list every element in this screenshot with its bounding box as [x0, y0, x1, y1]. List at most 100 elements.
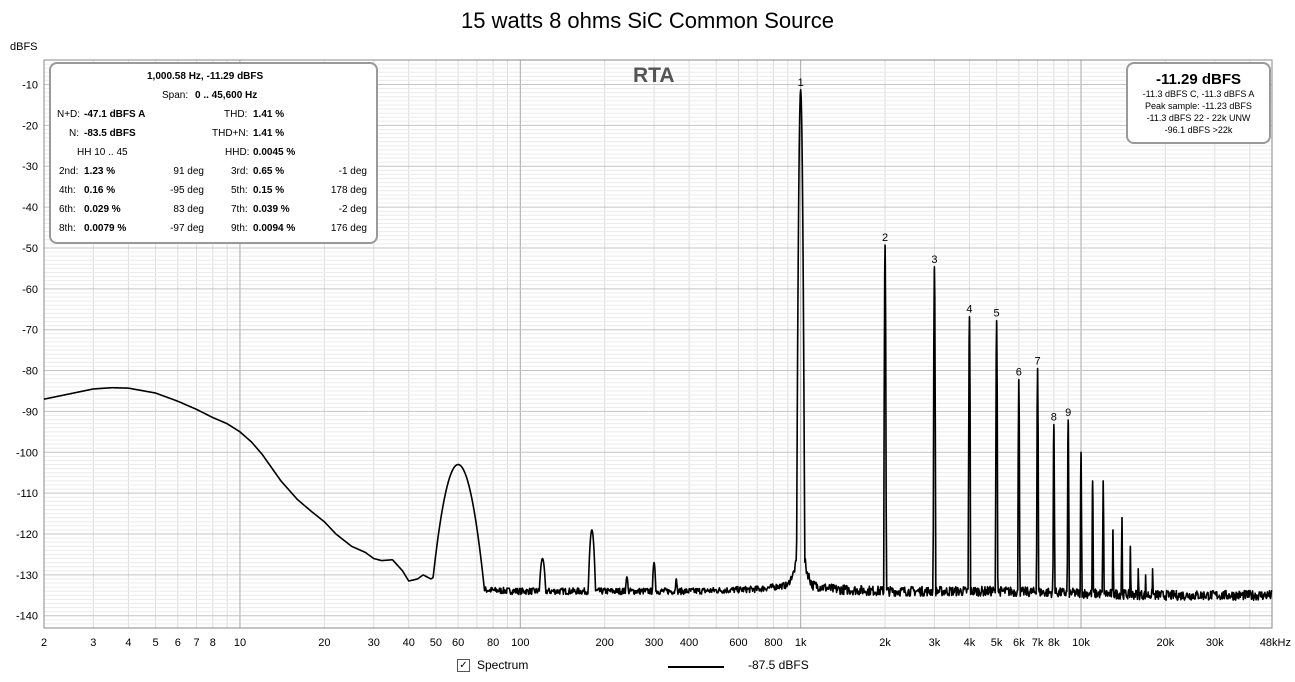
harmonic-value-a: 0.0079 % [84, 223, 127, 234]
harmonic-row: 6th: 0.029 % 83 deg 7th: 0.039 % -2 deg [51, 204, 376, 223]
x-tick-label: 400 [680, 637, 698, 649]
n-label: N: [69, 128, 79, 139]
x-tick-label: 5 [153, 637, 159, 649]
harmonic-label-b: 9th: [231, 223, 248, 234]
harmonic-label: 2 [882, 232, 888, 244]
level-weighted: -11.3 dBFS C, -11.3 dBFS A [1142, 89, 1255, 99]
harmonic-value-a: 0.16 % [84, 185, 116, 196]
y-tick-labels: -10 -20 -30 -40 -50 -60 -70 -80 -90 -100 -110 -120 -… [16, 80, 38, 623]
y-tick-label: -60 [22, 284, 38, 296]
level-unweighted: -11.3 dBFS 22 - 22k UNW [1146, 113, 1251, 123]
level-readout-panel: -11.29 dBFS -11.3 dBFS C, -11.3 dBFS A P… [1126, 62, 1271, 144]
plot-frame [43, 59, 1273, 629]
harmonic-row: 4th: 0.16 % -95 deg 5th: 0.15 % 178 deg [51, 185, 376, 204]
legend-series-label: Spectrum [477, 658, 529, 672]
nd-label: N+D: [57, 109, 81, 120]
level-main-value: -11.29 dBFS [1155, 71, 1242, 88]
x-tick-label: 8k [1048, 637, 1060, 649]
y-tick-label: -40 [22, 202, 38, 214]
x-tick-label: 100 [511, 637, 529, 649]
x-tick-label: 8 [210, 637, 216, 649]
hhd-value: 0.0045 % [253, 147, 296, 158]
harmonic-label-a: 4th: [59, 185, 76, 196]
y-tick-label: -50 [22, 243, 38, 255]
y-tick-label: -20 [22, 120, 38, 132]
x-tick-label: 48kHz [1260, 637, 1291, 649]
x-tick-label: 20 [318, 637, 330, 649]
y-tick-label: -10 [22, 80, 38, 92]
thd-value: 1.41 % [253, 109, 285, 120]
x-tick-label: 800 [764, 637, 782, 649]
x-tick-label: 200 [596, 637, 614, 649]
hhd-label: HHD: [225, 147, 250, 158]
x-tick-label: 7k [1032, 637, 1044, 649]
x-tick-label: 30 [368, 637, 380, 649]
x-tick-label: 4 [125, 637, 131, 649]
harmonic-phase-b: -1 deg [338, 166, 367, 177]
harmonic-phase-b: -2 deg [338, 204, 367, 215]
y-tick-label: -120 [16, 529, 38, 541]
harmonic-value-b: 0.039 % [253, 204, 290, 215]
harmonic-phase-a: 91 deg [173, 166, 204, 177]
n-value: -83.5 dBFS [84, 128, 136, 139]
overlay-title: RTA [633, 64, 675, 87]
x-tick-label: 3k [929, 637, 941, 649]
hh-label: HH 10 .. 45 [77, 147, 128, 158]
x-tick-label: 5k [991, 637, 1003, 649]
x-tick-label: 600 [729, 637, 747, 649]
x-tick-label: 7 [193, 637, 199, 649]
spectrum-visibility-checkbox[interactable]: ✓ [457, 659, 470, 672]
harmonic-label-b: 7th: [231, 204, 248, 215]
x-tick-label: 3 [90, 637, 96, 649]
y-tick-label: -140 [16, 611, 38, 623]
spectrum-series-line [43, 88, 1273, 602]
harmonic-label-b: 5th: [231, 185, 248, 196]
harmonic-label: 7 [1035, 356, 1041, 368]
x-tick-label: 60 [452, 637, 464, 649]
x-tick-label: 2 [41, 637, 47, 649]
y-axis-label: dBFS [10, 41, 38, 53]
x-tick-label: 300 [645, 637, 663, 649]
thdn-value: 1.41 % [253, 128, 285, 139]
harmonic-phase-b: 178 deg [330, 185, 367, 196]
thd-label: THD: [224, 109, 248, 120]
x-tick-label: 50 [430, 637, 442, 649]
harmonic-row: 8th: 0.0079 % -97 deg 9th: 0.0094 % 176 deg [51, 223, 376, 242]
major-grid [44, 60, 1272, 628]
x-tick-labels: 2 3 4 5 6 7 8 10 20 30 40 50 60 80 100 200 300 400 600 800 1… [41, 637, 1291, 649]
harmonic-phase-a: -95 deg [170, 185, 204, 196]
harmonic-label: 6 [1016, 367, 1022, 379]
harmonic-label: 5 [994, 308, 1000, 320]
harmonic-value-b: 0.15 % [253, 185, 285, 196]
y-tick-label: -80 [22, 366, 38, 378]
y-tick-label: -130 [16, 570, 38, 582]
y-tick-label: -30 [22, 161, 38, 173]
thdn-label: THD+N: [212, 128, 249, 139]
harmonic-phase-a: -97 deg [170, 223, 204, 234]
x-tick-label: 1k [795, 637, 807, 649]
x-tick-label: 10 [234, 637, 246, 649]
y-tick-label: -70 [22, 325, 38, 337]
harmonic-row: 2nd: 1.23 % 91 deg 3rd: 0.65 % -1 deg [51, 166, 376, 185]
x-tick-label: 10k [1072, 637, 1090, 649]
x-tick-label: 20k [1157, 637, 1175, 649]
y-tick-label: -110 [17, 488, 38, 500]
harmonic-label: 9 [1065, 407, 1071, 419]
x-tick-label: 4k [964, 637, 976, 649]
legend-cursor-value: -87.5 dBFS [748, 658, 809, 672]
harmonic-value-b: 0.0094 % [253, 223, 296, 234]
span-value: 0 .. 45,600 Hz [195, 90, 258, 101]
x-tick-label: 40 [403, 637, 415, 649]
harmonic-label: 3 [931, 254, 937, 266]
level-peak-sample: Peak sample: -11.23 dBFS [1145, 101, 1252, 111]
harmonic-label-b: 3rd: [231, 166, 249, 177]
harmonic-label: 1 [798, 77, 804, 89]
level-above-22k: -96.1 dBFS >22k [1164, 125, 1233, 135]
x-tick-label: 6 [175, 637, 181, 649]
harmonic-value-a: 1.23 % [84, 166, 116, 177]
x-tick-label: 2k [879, 637, 891, 649]
harmonic-label-a: 6th: [59, 204, 76, 215]
nd-value: -47.1 dBFS A [84, 109, 146, 120]
harmonic-phase-b: 176 deg [330, 223, 367, 234]
harmonic-phase-a: 83 deg [173, 204, 204, 215]
